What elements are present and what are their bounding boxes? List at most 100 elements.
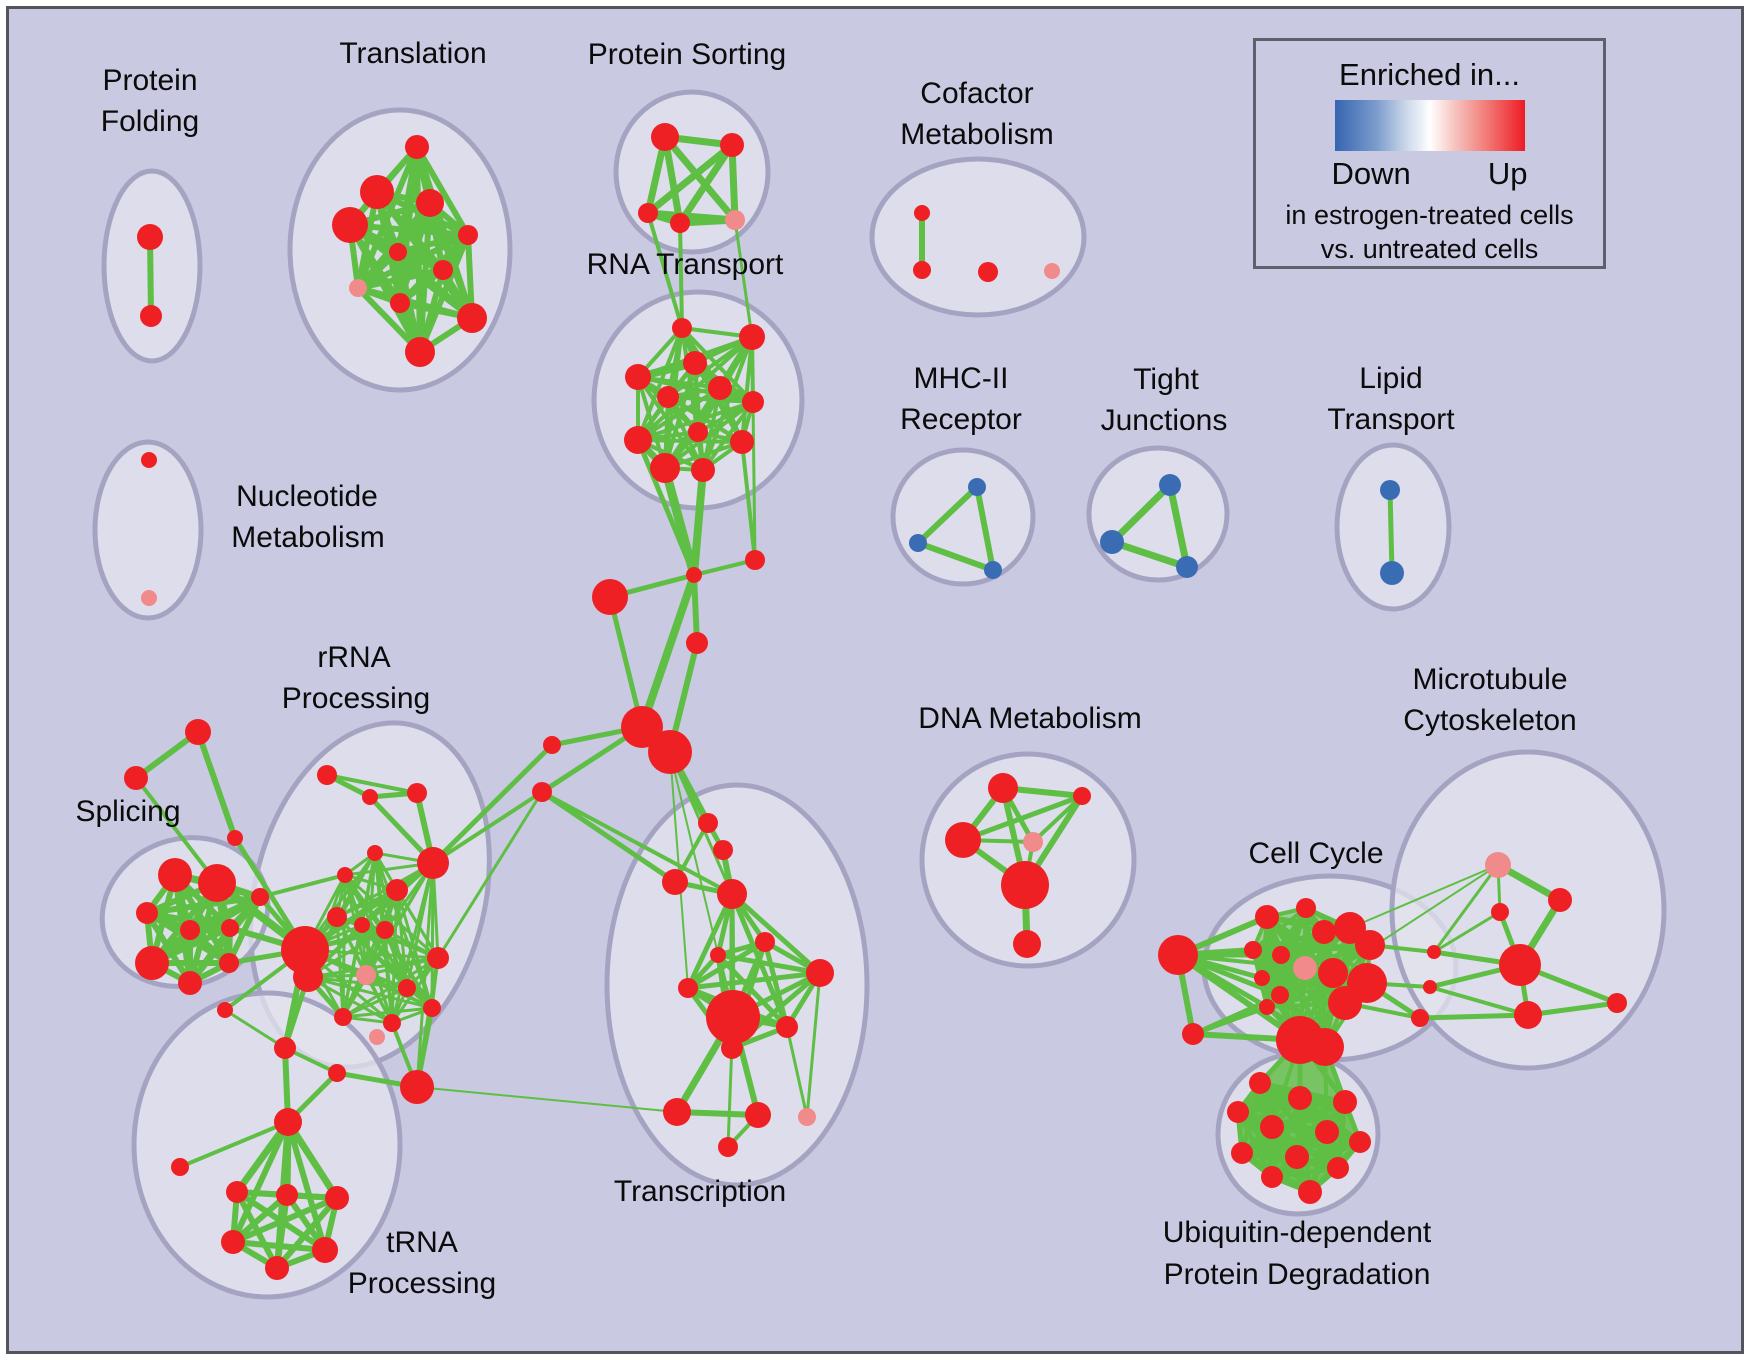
- gene-set-node-tx9[interactable]: [776, 1016, 798, 1038]
- gene-set-node-th[interactable]: [274, 1108, 302, 1136]
- gene-set-node-tx3[interactable]: [662, 869, 688, 895]
- gene-set-node-rt5[interactable]: [708, 376, 732, 400]
- gene-set-node-ccb[interactable]: [1158, 935, 1198, 975]
- gene-set-node-ub7[interactable]: [1349, 1131, 1371, 1153]
- gene-set-node-tl[interactable]: [171, 1158, 189, 1176]
- gene-set-node-sp10[interactable]: [217, 1002, 233, 1018]
- gene-set-node-rt8[interactable]: [688, 422, 708, 442]
- gene-set-node-tj2[interactable]: [1100, 530, 1124, 554]
- gene-set-node-t1[interactable]: [405, 135, 429, 159]
- gene-set-node-l1[interactable]: [1380, 480, 1400, 500]
- gene-set-node-sp8[interactable]: [178, 971, 202, 995]
- gene-set-node-mtb[interactable]: [1499, 944, 1541, 986]
- gene-set-node-sp2[interactable]: [198, 864, 236, 902]
- gene-set-node-l2[interactable]: [1380, 561, 1404, 585]
- gene-set-node-tx13[interactable]: [798, 1108, 816, 1126]
- gene-set-node-rt3[interactable]: [683, 351, 707, 375]
- gene-set-node-cc9[interactable]: [1318, 958, 1348, 988]
- gene-set-node-cc5[interactable]: [1355, 930, 1385, 960]
- gene-set-node-m2[interactable]: [909, 534, 927, 552]
- gene-set-node-rt10[interactable]: [730, 430, 754, 454]
- gene-set-node-ub12[interactable]: [1298, 1180, 1322, 1204]
- gene-set-node-m3[interactable]: [984, 561, 1002, 579]
- gene-set-node-tx12[interactable]: [745, 1102, 771, 1128]
- gene-set-node-ov3[interactable]: [1411, 1009, 1429, 1027]
- gene-set-node-sp1[interactable]: [158, 858, 192, 892]
- gene-set-node-rt2[interactable]: [739, 324, 765, 350]
- gene-set-node-ub3[interactable]: [1227, 1101, 1249, 1123]
- gene-set-node-cc1[interactable]: [1255, 905, 1279, 929]
- gene-set-node-rr19[interactable]: [274, 1037, 296, 1059]
- gene-set-node-tx5[interactable]: [755, 932, 775, 952]
- gene-set-node-ub10[interactable]: [1327, 1157, 1349, 1179]
- gene-set-node-cc2[interactable]: [1296, 898, 1316, 918]
- gene-set-node-t2[interactable]: [360, 175, 394, 209]
- gene-set-node-tx14[interactable]: [718, 1137, 738, 1157]
- gene-set-node-hu2[interactable]: [293, 962, 323, 992]
- gene-set-node-st1[interactable]: [185, 719, 211, 745]
- gene-set-node-rr6[interactable]: [417, 847, 449, 879]
- gene-set-node-dm6[interactable]: [1013, 930, 1041, 958]
- gene-set-node-sp5[interactable]: [221, 919, 239, 937]
- gene-set-node-cf1[interactable]: [914, 205, 930, 221]
- gene-set-node-txb[interactable]: [706, 990, 760, 1044]
- gene-set-node-ov2[interactable]: [1423, 980, 1437, 994]
- gene-set-node-mt4[interactable]: [1607, 993, 1627, 1013]
- gene-set-node-ub11[interactable]: [1261, 1166, 1283, 1188]
- gene-set-node-cf2[interactable]: [913, 261, 931, 279]
- gene-set-node-n2[interactable]: [141, 590, 157, 606]
- gene-set-node-sp6[interactable]: [251, 888, 269, 906]
- gene-set-node-ps4[interactable]: [670, 213, 690, 233]
- gene-set-node-dm3[interactable]: [945, 822, 981, 858]
- gene-set-node-t11[interactable]: [405, 337, 435, 367]
- gene-set-node-dm1[interactable]: [988, 773, 1018, 803]
- gene-set-node-t8[interactable]: [349, 279, 367, 297]
- gene-set-node-rr8[interactable]: [327, 907, 347, 927]
- gene-set-node-ps5[interactable]: [725, 210, 745, 230]
- gene-set-node-dm4[interactable]: [1023, 832, 1043, 852]
- gene-set-node-rt6[interactable]: [742, 391, 764, 413]
- gene-set-node-t5[interactable]: [458, 225, 478, 245]
- gene-set-node-cc8[interactable]: [1293, 956, 1317, 980]
- gene-set-node-tx11[interactable]: [663, 1098, 691, 1126]
- gene-set-node-cc7[interactable]: [1272, 946, 1290, 964]
- gene-set-node-ub8[interactable]: [1231, 1142, 1253, 1164]
- gene-set-node-tx4[interactable]: [717, 879, 747, 909]
- gene-set-node-ub5[interactable]: [1260, 1115, 1284, 1139]
- gene-set-node-st3[interactable]: [227, 830, 243, 846]
- gene-set-node-tn1[interactable]: [226, 1181, 248, 1203]
- gene-set-node-rr7[interactable]: [386, 879, 408, 901]
- gene-set-node-tn6[interactable]: [265, 1256, 289, 1280]
- gene-set-node-tn3[interactable]: [325, 1186, 349, 1210]
- gene-set-node-cc13[interactable]: [1259, 999, 1275, 1015]
- gene-set-node-ccs[interactable]: [1182, 1023, 1204, 1045]
- gene-set-node-dm2[interactable]: [1073, 787, 1091, 805]
- gene-set-node-ps1[interactable]: [651, 123, 679, 151]
- gene-set-node-tj3[interactable]: [1176, 556, 1198, 578]
- gene-set-node-rr17[interactable]: [423, 999, 441, 1017]
- gene-set-node-rr18[interactable]: [369, 1029, 385, 1045]
- gene-set-node-rr2[interactable]: [362, 789, 378, 805]
- gene-set-node-ct[interactable]: [686, 567, 702, 583]
- gene-set-node-mt1[interactable]: [1548, 888, 1572, 912]
- gene-set-node-cc14[interactable]: [1347, 963, 1387, 1003]
- gene-set-node-tx10[interactable]: [721, 1037, 743, 1059]
- gene-set-node-sp4[interactable]: [180, 920, 200, 940]
- gene-set-node-mt3[interactable]: [1514, 1001, 1542, 1029]
- gene-set-node-sp7[interactable]: [135, 946, 169, 980]
- gene-set-node-sp9[interactable]: [219, 953, 239, 973]
- gene-set-node-t7[interactable]: [433, 260, 453, 280]
- gene-set-node-rr12[interactable]: [356, 965, 376, 985]
- gene-set-node-cb[interactable]: [592, 579, 628, 615]
- gene-set-node-cf4[interactable]: [1044, 263, 1060, 279]
- gene-set-node-tx2[interactable]: [713, 840, 733, 860]
- gene-set-node-ub9[interactable]: [1285, 1145, 1309, 1169]
- gene-set-node-rt4[interactable]: [625, 364, 651, 390]
- gene-set-node-cf3[interactable]: [978, 262, 998, 282]
- gene-set-node-dm5[interactable]: [1001, 861, 1049, 909]
- gene-set-node-tj1[interactable]: [1159, 474, 1181, 496]
- gene-set-node-st2[interactable]: [124, 766, 148, 790]
- gene-set-node-ub2[interactable]: [1288, 1086, 1312, 1110]
- gene-set-node-rr10[interactable]: [376, 921, 394, 939]
- gene-set-node-ub6[interactable]: [1315, 1120, 1339, 1144]
